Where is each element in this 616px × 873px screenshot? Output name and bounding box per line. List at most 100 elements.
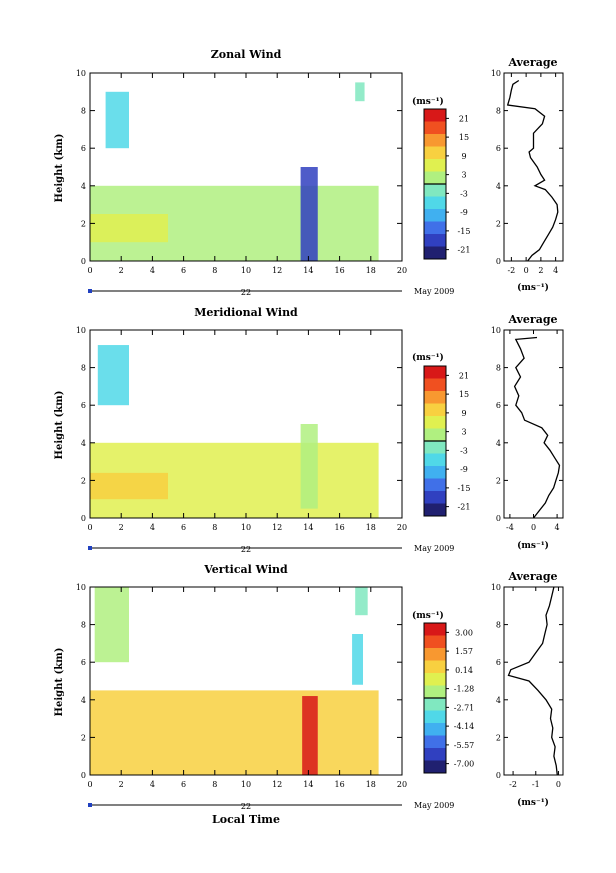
average-x-tick-label: 2 (538, 266, 543, 275)
heatmap-area (90, 82, 379, 261)
panel-title: Zonal Wind (211, 48, 282, 61)
average-y-tick-label: 4 (496, 182, 501, 191)
average-unit: (ms⁻¹) (517, 797, 549, 808)
heatmap-region (90, 214, 168, 243)
y-tick-label: 6 (81, 658, 86, 667)
day-start-marker (88, 803, 92, 807)
average-profile-line (513, 336, 561, 519)
x-tick-label: 18 (366, 266, 376, 275)
heatmap-region (300, 167, 318, 261)
colorbar-segment (424, 635, 446, 649)
colorbar-tick-label: 3 (461, 171, 466, 180)
colorbar-tick-label: -21 (458, 246, 471, 255)
x-axis-label: Local Time (212, 813, 280, 826)
average-y-tick-label: 4 (496, 696, 501, 705)
x-tick-label: 2 (119, 266, 124, 275)
colorbar-ticks: 3.00 1.57 0.14 -1.28 -2.71 -4.14 -5.57 -7.00 (446, 628, 475, 769)
colorbar-segment (424, 710, 446, 724)
y-tick-label: 4 (81, 696, 86, 705)
colorbar-tick-label: 0.14 (455, 666, 473, 675)
x-tick-label: 16 (335, 780, 345, 789)
y-tick-label: 10 (76, 69, 86, 78)
average-title: Average (507, 56, 557, 69)
x-tick-label: 4 (150, 780, 155, 789)
colorbar-tick-label: 15 (459, 133, 469, 142)
y-axis-label: Height (km) (54, 648, 65, 717)
x-tick-label: 0 (87, 523, 92, 532)
heatmap-region (90, 472, 168, 500)
x-tick-label: 12 (272, 780, 282, 789)
colorbar-segment (424, 723, 446, 736)
y-tick-label: 10 (76, 326, 86, 335)
average-y-tick-label: 6 (496, 401, 501, 410)
x-tick-label: 2 (119, 523, 124, 532)
average-y-tick-label: 10 (491, 326, 501, 335)
x-tick-label: 20 (397, 266, 407, 275)
colorbar-tick-label: 15 (459, 390, 469, 399)
y-tick-label: 4 (81, 439, 86, 448)
colorbar-ticks: 21 15 9 3 -3 -9 -15 -21 (446, 114, 471, 255)
colorbar-tick-label: 21 (459, 371, 469, 380)
average-x-tick-label: -4 (506, 523, 514, 532)
colorbar-unit: (ms⁻¹) (412, 610, 444, 621)
average-unit: (ms⁻¹) (517, 540, 549, 551)
colorbar-segment (424, 466, 446, 479)
average-unit: (ms⁻¹) (517, 282, 549, 293)
heatmap-cells (90, 587, 379, 775)
average-y-tick-label: 0 (496, 257, 501, 266)
day-start-marker (88, 289, 92, 293)
colorbar-tick-label: -5.57 (454, 741, 475, 750)
colorbar-tick-label: 21 (459, 114, 469, 123)
average-y-tick-label: 2 (496, 219, 501, 228)
heatmap-region (355, 587, 368, 616)
x-tick-label: 18 (366, 523, 376, 532)
colorbar-segment (424, 134, 446, 147)
heatmap-region (352, 634, 363, 685)
average-y-tick-label: 8 (496, 364, 501, 373)
average-x-tick-label: 4 (555, 523, 560, 532)
average-y-tick-label: 0 (496, 771, 501, 780)
colorbar-segment (424, 760, 446, 774)
colorbar-segment (424, 171, 446, 185)
colorbar-tick-label: -9 (460, 208, 468, 217)
panel-meridional: Meridional Wind Height (km) 0 2 4 6 8 10 12 14 1… (54, 306, 564, 554)
colorbar-tick-label: -15 (458, 484, 471, 493)
colorbar-tick-label: -7.00 (454, 760, 475, 769)
date-label: May 2009 (414, 544, 454, 553)
y-tick-label: 0 (81, 771, 86, 780)
colorbar-tick-label: -4.14 (454, 722, 475, 731)
y-tick-label: 2 (81, 476, 86, 485)
panel-title: Meridional Wind (194, 306, 298, 319)
colorbar (423, 622, 447, 774)
colorbar-tick-label: -15 (458, 227, 471, 236)
heatmap-region (300, 424, 318, 509)
heatmap-cells (90, 82, 379, 261)
average-title: Average (507, 313, 557, 326)
average-y-tick-label: 8 (496, 107, 501, 116)
average-x-tick-label: 0 (556, 780, 561, 789)
heatmap-cells (90, 345, 379, 518)
colorbar-tick-label: -21 (458, 503, 471, 512)
colorbar-segment (424, 366, 446, 379)
x-tick-label: 0 (87, 780, 92, 789)
average-x-tick-label: 4 (553, 266, 558, 275)
colorbar (423, 365, 447, 517)
y-tick-label: 8 (81, 107, 86, 116)
colorbar-segment (424, 246, 446, 260)
day-label: 22 (241, 288, 251, 297)
colorbar-tick-label: -3 (460, 189, 468, 198)
colorbar-tick-label: -2.71 (454, 703, 475, 712)
colorbar-segment (424, 121, 446, 135)
x-tick-label: 8 (212, 523, 217, 532)
average-profile: -2 -1 0 0 2 4 6 8 10 (491, 583, 563, 789)
x-tick-label: 2 (119, 780, 124, 789)
heatmap-region (302, 696, 318, 775)
colorbar-tick-label: -1.28 (454, 685, 475, 694)
heatmap-region (90, 690, 379, 775)
y-tick-label: 0 (81, 257, 86, 266)
colorbar-segment (424, 403, 446, 417)
y-tick-label: 2 (81, 733, 86, 742)
colorbar-segment (424, 685, 446, 699)
x-tick-label: 14 (303, 266, 313, 275)
x-tick-label: 8 (212, 266, 217, 275)
